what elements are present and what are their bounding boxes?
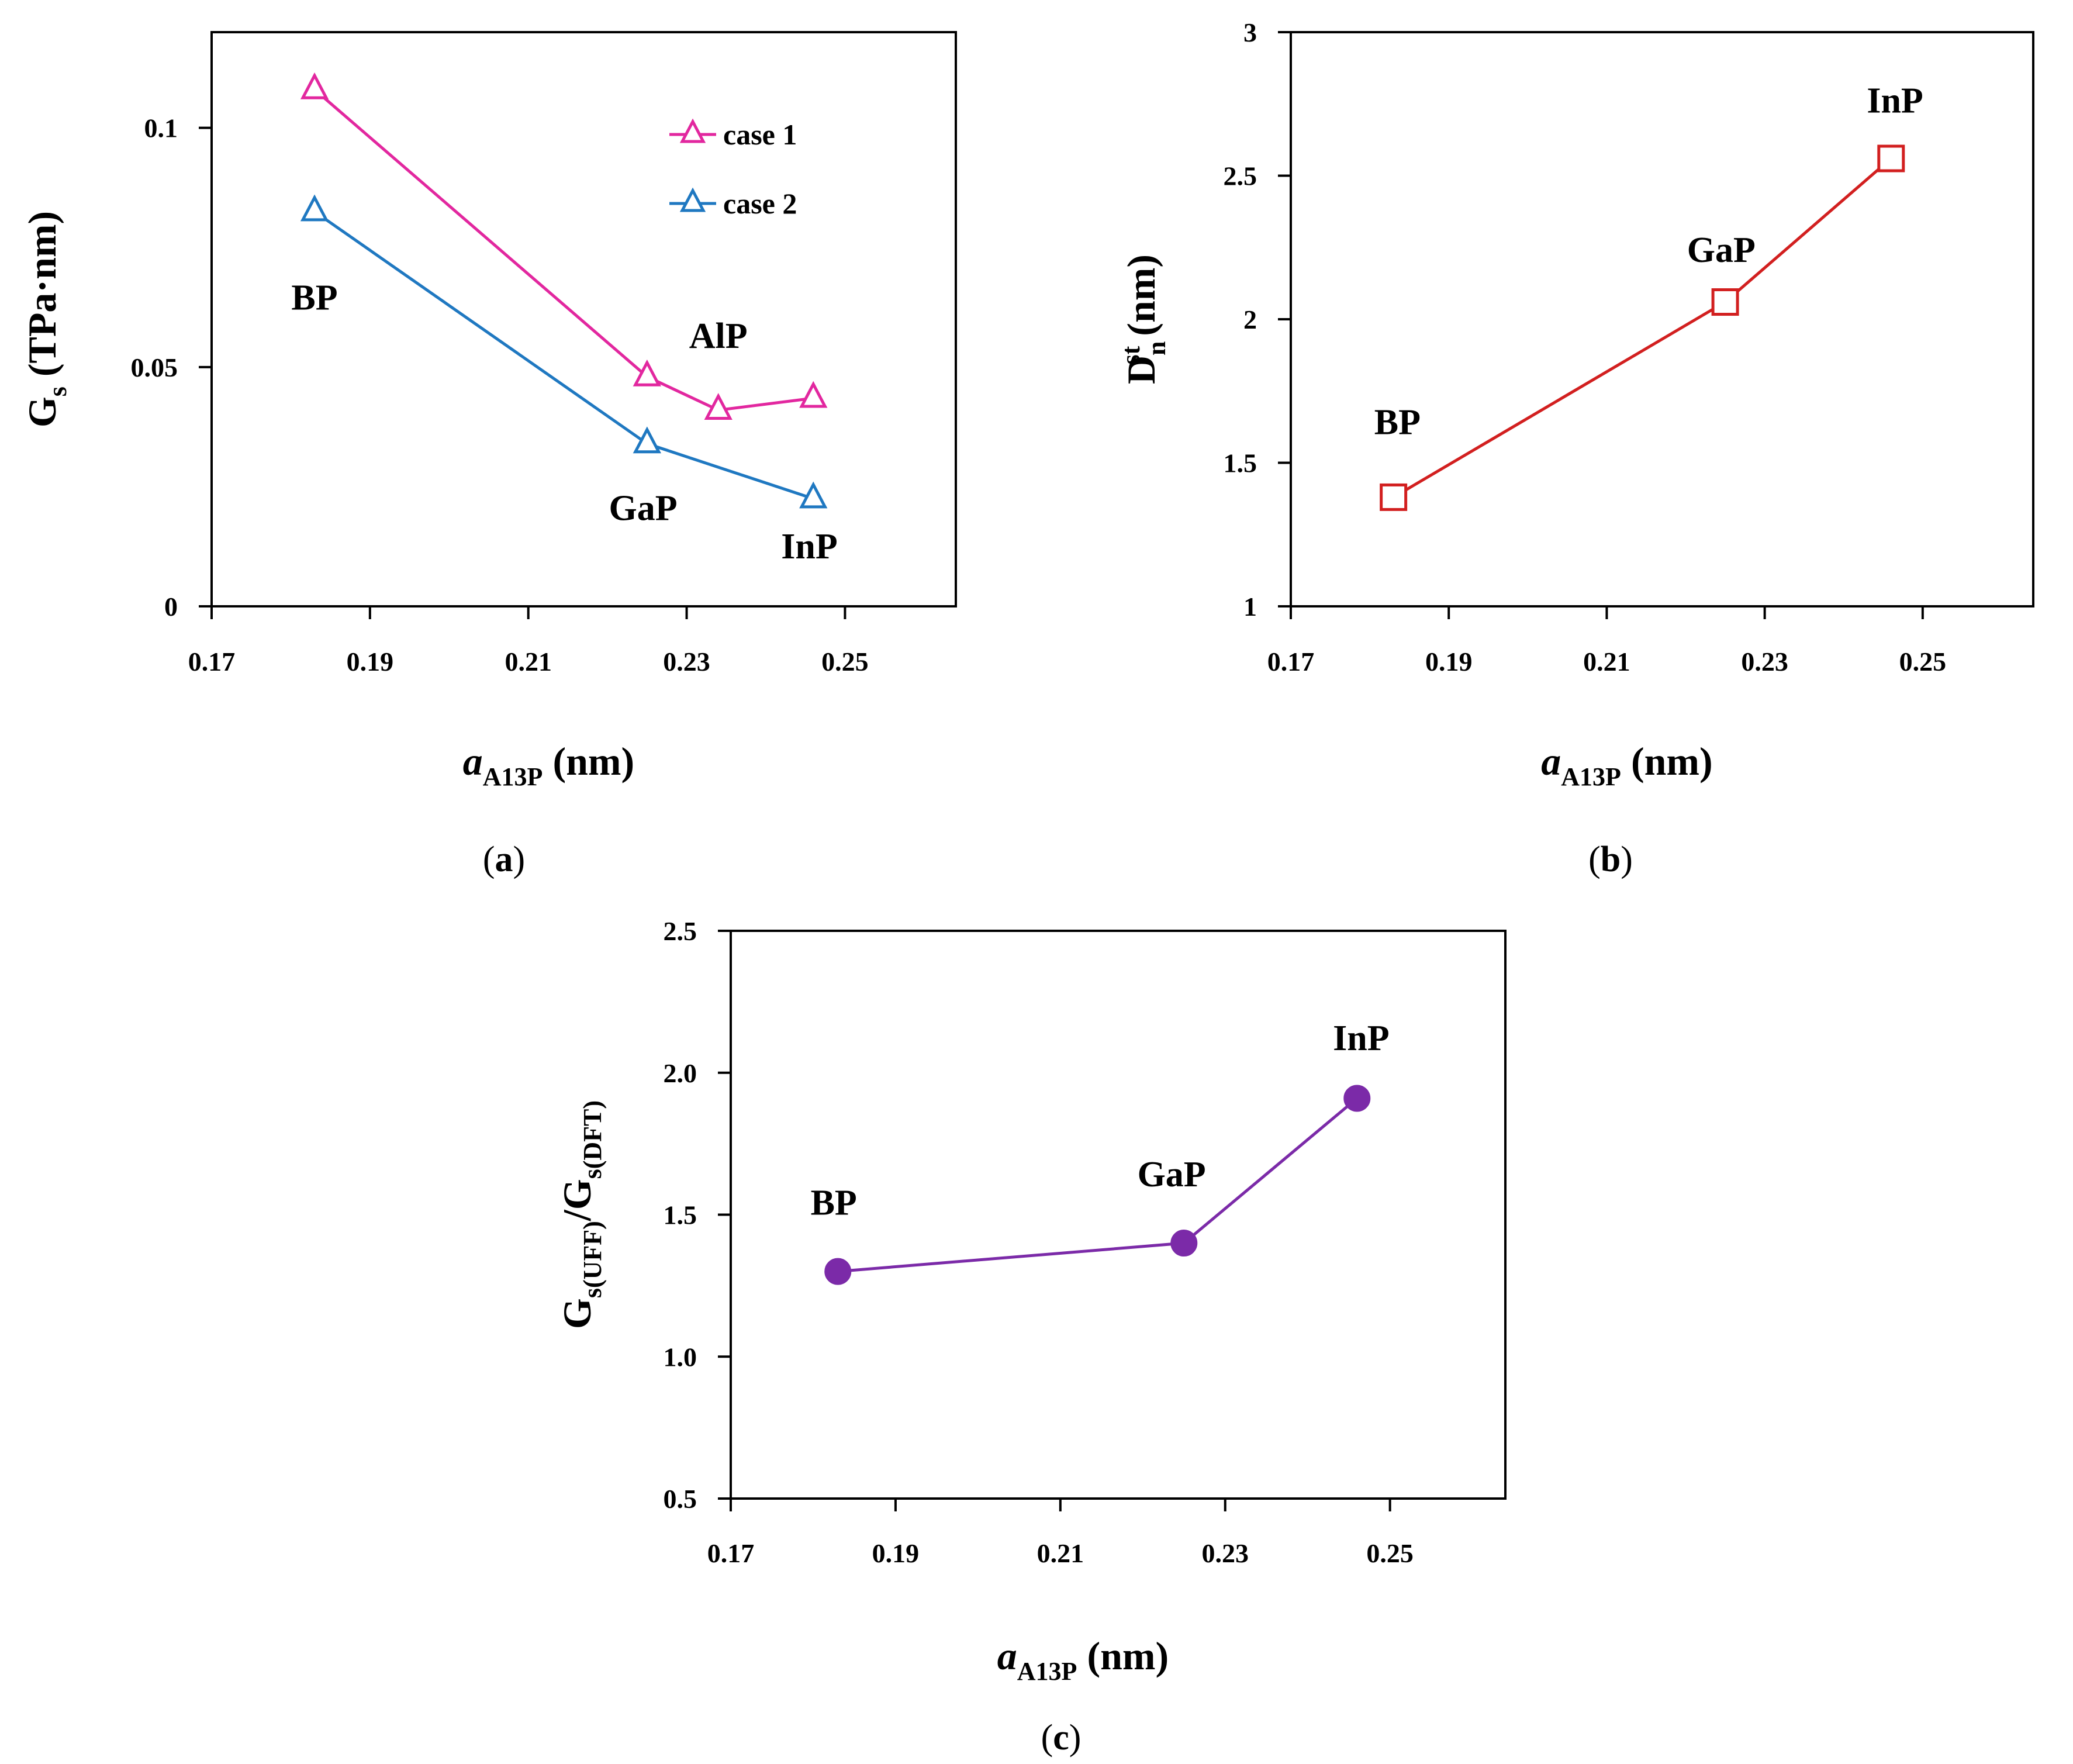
chart-panel-b: 0.17 0.19 0.21 0.23 0.25 1 1.5 2 2.5 3 aA13P (nm) D… xyxy=(1117,18,2034,879)
panel-label: (a) xyxy=(483,840,525,879)
point-label: AlP xyxy=(689,316,748,356)
x-tick-label: 0.19 xyxy=(1425,647,1473,676)
point-label: BP xyxy=(291,278,337,318)
y-axis-title: Gs(UFF)​/Gs(DFT)​ xyxy=(555,1100,607,1329)
point-label: GaP xyxy=(1687,230,1756,270)
x-tick-label: 0.19 xyxy=(872,1538,920,1568)
data-point-marker xyxy=(1343,1085,1371,1112)
point-label: InP xyxy=(1333,1019,1389,1058)
x-tick-label: 0.23 xyxy=(663,647,710,676)
series-line-1 xyxy=(313,88,814,412)
y-tick-label: 2.5 xyxy=(664,916,697,946)
point-label: GaP xyxy=(609,489,678,529)
x-axis-title: aA13P (nm) xyxy=(1541,739,1712,791)
y-tick-label: 0 xyxy=(164,592,178,622)
plot-frame xyxy=(210,31,957,607)
x-tick-label: 0.25 xyxy=(1899,647,1947,676)
legend-marker xyxy=(679,118,706,143)
data-point-marker xyxy=(704,393,733,420)
y-tick-label: 2 xyxy=(1243,305,1257,334)
y-tick-label: 1 xyxy=(1243,592,1257,622)
x-tick-label: 0.21 xyxy=(1583,647,1630,676)
x-tick-label: 0.25 xyxy=(1366,1538,1414,1568)
data-point-marker xyxy=(1380,483,1408,511)
y-tick-label: 2.0 xyxy=(664,1058,697,1088)
panel-label: (c) xyxy=(1041,1718,1082,1758)
x-tick-label: 0.17 xyxy=(188,647,236,676)
legend-label: case 2 xyxy=(723,187,797,220)
x-tick-label: 0.21 xyxy=(1037,1538,1084,1568)
y-tick-label: 0.1 xyxy=(144,113,178,143)
data-point-marker xyxy=(300,194,329,222)
point-label: InP xyxy=(781,527,837,567)
data-point-marker xyxy=(300,72,329,99)
data-point-marker xyxy=(1877,144,1905,172)
y-tick-label: 1.5 xyxy=(1224,448,1257,478)
data-point-marker xyxy=(824,1258,852,1285)
y-axis-title: Gs (TPa·nm) xyxy=(20,211,72,427)
x-tick-label: 0.23 xyxy=(1201,1538,1249,1568)
data-point-marker xyxy=(1170,1230,1198,1257)
x-tick-label: 0.19 xyxy=(347,647,394,676)
chart-panel-c: 0.17 0.19 0.21 0.23 0.25 0.5 1.0 1.5 2.0 2.5 aA13P… xyxy=(555,916,1507,1758)
y-tick-label: 3 xyxy=(1243,18,1257,47)
x-tick-label: 0.17 xyxy=(1267,647,1315,676)
data-point-marker xyxy=(633,426,661,454)
x-axis-title: aA13P (nm) xyxy=(463,739,634,791)
data-point-marker xyxy=(799,481,828,509)
point-label: BP xyxy=(811,1183,857,1223)
legend-label: case 1 xyxy=(723,118,797,151)
y-tick-label: 1.0 xyxy=(664,1342,697,1372)
panel-label: (b) xyxy=(1588,840,1633,879)
y-tick-label: 0.05 xyxy=(131,353,178,382)
data-point-marker xyxy=(799,381,828,408)
x-tick-label: 0.23 xyxy=(1741,647,1788,676)
legend-marker xyxy=(679,187,706,212)
point-label: GaP xyxy=(1138,1155,1206,1195)
y-tick-label: 2.5 xyxy=(1224,161,1257,191)
point-label: InP xyxy=(1867,81,1923,120)
x-tick-label: 0.25 xyxy=(821,647,869,676)
point-label: BP xyxy=(1374,402,1421,442)
y-tick-label: 1.5 xyxy=(664,1200,697,1230)
x-axis-title: aA13P (nm) xyxy=(997,1634,1169,1686)
data-point-marker xyxy=(633,359,661,386)
y-tick-label: 0.5 xyxy=(664,1484,697,1514)
data-point-marker xyxy=(1711,288,1739,316)
x-tick-label: 0.17 xyxy=(707,1538,755,1568)
y-axis-title: Dnst (nm) xyxy=(1117,254,1171,384)
chart-panel-a: 0.17 0.19 0.21 0.23 0.25 0 0.05 0.1 aA13P (nm) Gs… xyxy=(20,31,957,879)
x-tick-label: 0.21 xyxy=(505,647,552,676)
